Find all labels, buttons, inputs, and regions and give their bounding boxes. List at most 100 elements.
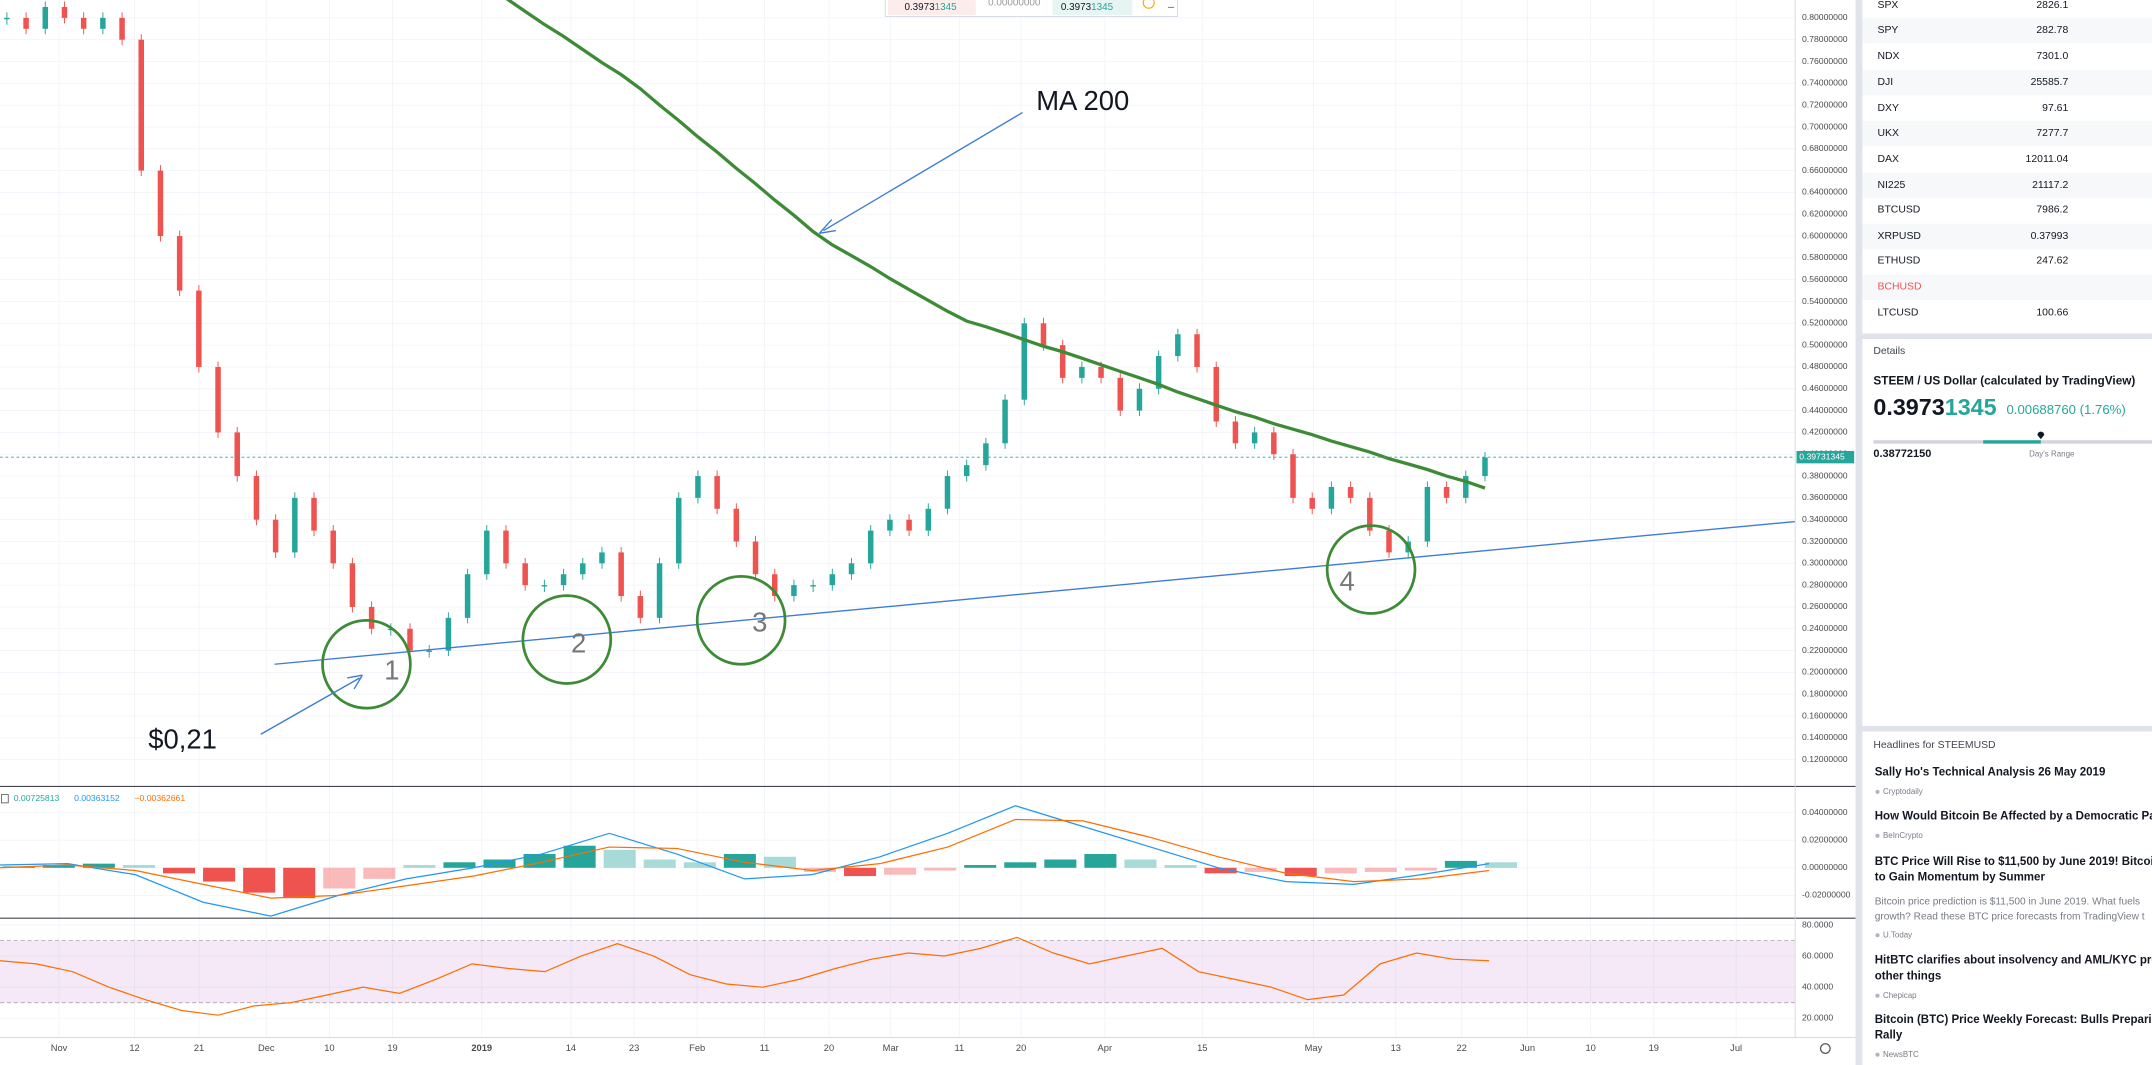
toolbar-close[interactable]: – xyxy=(1168,1,1175,13)
watchlist-row[interactable]: UKX 7277.7 xyxy=(1862,120,2152,147)
x-tick-label: 19 xyxy=(387,1043,397,1053)
watchlist-row[interactable]: DJI 25585.7 xyxy=(1862,69,2152,96)
macd-line xyxy=(0,805,1490,917)
macd-bar xyxy=(603,849,636,868)
settings-icon[interactable] xyxy=(1819,1043,1831,1054)
candle xyxy=(196,290,202,367)
watchlist-row[interactable]: NI225 21117.2 xyxy=(1862,172,2152,199)
y-tick-label: 0.58000000 xyxy=(1802,252,1848,262)
last-price-label: 0.39731345 xyxy=(1799,451,1845,461)
macd-bar xyxy=(1284,867,1317,877)
indicator-icon[interactable] xyxy=(0,794,9,804)
macd-bar xyxy=(42,865,75,868)
headline[interactable]: BTC Price Will Rise to $11,500 by June 2… xyxy=(1875,856,2152,939)
y-tick-label: 0.64000000 xyxy=(1802,187,1848,197)
watchlist-row[interactable]: BCHUSD xyxy=(1862,274,2152,300)
y-tick-label: 0.30000000 xyxy=(1802,558,1848,568)
candle xyxy=(1386,530,1392,553)
macd-bar xyxy=(122,865,155,868)
toolbar-price-main: 0.3973 xyxy=(904,1,935,12)
candle xyxy=(752,541,759,575)
headline[interactable]: How Would Bitcoin Be Affected by a Democ… xyxy=(1875,811,2152,840)
headline-title: Sally Ho's Technical Analysis 26 May 201… xyxy=(1875,767,2106,779)
macd-bar xyxy=(283,867,316,899)
candle xyxy=(771,574,778,597)
y-tick-label: 80.0000 xyxy=(1802,919,1833,929)
x-tick-label: Jul xyxy=(1730,1043,1742,1053)
x-tick-label: 15 xyxy=(1197,1043,1207,1053)
watchlist-row[interactable]: SPX 2826.1 xyxy=(1877,0,2068,11)
candle xyxy=(618,552,624,597)
y-tick-label: 0.36000000 xyxy=(1802,492,1848,502)
y-tick-label: 0.74000000 xyxy=(1802,78,1848,88)
macd-bar xyxy=(1084,853,1117,868)
candle xyxy=(829,574,836,586)
y-tick-label: 0.24000000 xyxy=(1802,623,1848,633)
range-marker xyxy=(2037,431,2045,440)
last-value: 7986.2 xyxy=(2036,205,2068,216)
arrow-head xyxy=(347,674,363,690)
watchlist-row[interactable]: DAX 12011.04 xyxy=(1877,154,2068,165)
symbol: NI225 xyxy=(1877,180,1905,191)
candle xyxy=(656,563,663,618)
ma-200-line xyxy=(505,0,1486,490)
watchlist-row[interactable]: BTCUSD 7986.2 xyxy=(1877,205,2068,216)
candle xyxy=(1194,334,1200,367)
candle xyxy=(1079,366,1085,378)
x-tick-label: 20 xyxy=(1016,1043,1026,1053)
ohlc-cell xyxy=(887,0,976,16)
source-icon xyxy=(1875,993,1880,998)
source-icon xyxy=(1875,833,1880,838)
toolbar-price: 0.39731345 xyxy=(1061,1,1114,12)
macd-bar xyxy=(483,859,516,868)
macd-bar xyxy=(323,867,356,889)
watchlist-row[interactable]: DXY 97.61 xyxy=(1877,103,2068,114)
y-tick-label: 0.52000000 xyxy=(1802,318,1848,328)
y-tick-label: 0.66000000 xyxy=(1802,165,1848,175)
y-tick-label: -0.02000000 xyxy=(1802,890,1851,900)
symbol: DXY xyxy=(1877,103,1898,114)
y-tick-label: 40.0000 xyxy=(1802,981,1833,991)
candle xyxy=(733,508,740,542)
symbol: ETHUSD xyxy=(1877,256,1920,267)
headline[interactable]: HitBTC clarifies about insolvency and AM… xyxy=(1875,955,2152,1000)
section-divider xyxy=(1862,726,2152,732)
candle xyxy=(1482,457,1488,477)
macd-bar xyxy=(1164,865,1197,868)
watchlist-row[interactable]: XRPUSD 0.37993 xyxy=(1862,223,2152,250)
candle xyxy=(560,574,567,586)
candle xyxy=(176,236,183,291)
macd-bar xyxy=(643,859,676,868)
macd-bar xyxy=(1444,860,1477,868)
indicator-value: 0.00725813 xyxy=(14,793,60,803)
big-price-tail: 1345 xyxy=(1945,394,1997,420)
y-tick-label: 0.02000000 xyxy=(1802,834,1848,844)
annotation: 4 xyxy=(1340,566,1355,597)
candle xyxy=(42,6,49,29)
arrow xyxy=(823,111,1023,232)
watchlist-row[interactable]: ETHUSD 247.62 xyxy=(1877,256,2068,267)
candle xyxy=(944,476,951,509)
headline-title: BTC Price Will Rise to $11,500 by June 2… xyxy=(1875,856,2152,868)
x-tick-label: 12 xyxy=(129,1043,139,1053)
candle xyxy=(1098,366,1104,378)
y-tick-label: 0.60000000 xyxy=(1802,230,1848,240)
candle xyxy=(23,17,29,29)
toolbar-icon[interactable] xyxy=(1142,0,1155,9)
candle xyxy=(676,497,682,564)
watchlist-row[interactable]: LTCUSD 100.66 xyxy=(1877,308,2068,319)
candle xyxy=(925,508,932,531)
headline[interactable]: Bitcoin (BTC) Price Weekly Forecast: Bul… xyxy=(1875,1014,2152,1059)
macd-bar xyxy=(1204,867,1237,874)
y-tick-label: 0.22000000 xyxy=(1802,645,1848,655)
macd-bar xyxy=(1244,867,1277,872)
candle xyxy=(4,17,10,20)
headline[interactable]: Sally Ho's Technical Analysis 26 May 201… xyxy=(1875,767,2106,796)
watchlist-row[interactable]: SPY 282.78 xyxy=(1862,17,2152,44)
candle xyxy=(330,530,336,564)
x-tick-label: 21 xyxy=(194,1043,204,1053)
watchlist-row[interactable]: NDX 7301.0 xyxy=(1877,51,2068,62)
candle xyxy=(503,530,509,564)
arrow xyxy=(260,677,360,735)
